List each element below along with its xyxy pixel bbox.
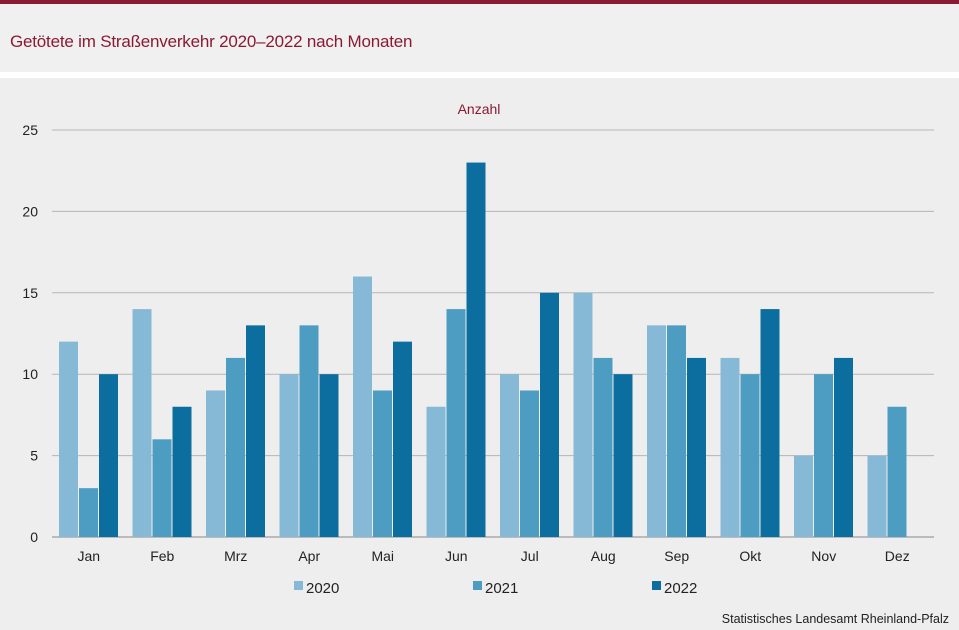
bar-2022-jan [99,374,118,537]
x-tick-label: Mrz [224,548,247,564]
x-tick-label: Dez [885,548,910,564]
bar-2022-okt [760,309,780,537]
bar-2020-dez [867,455,887,537]
y-tick-label: 20 [22,203,38,219]
x-tick-label: Jan [77,548,100,564]
bar-2021-jul [520,390,539,537]
bar-2021-jun [446,309,466,537]
bar-2021-jan [79,488,98,537]
x-tick-label: Mai [371,548,394,564]
bar-2021-aug [593,357,613,537]
x-tick-label: Apr [298,548,320,564]
bar-2022-aug [613,374,633,537]
x-tick-label: Okt [739,548,761,564]
x-tick-label: Jun [445,548,468,564]
bar-2021-sep [667,325,686,537]
bar-2020-sep [647,325,666,537]
bar-2020-jan [59,341,78,537]
top-accent-bar [0,0,959,4]
bar-2021-nov [814,374,833,537]
bar-2021-mrz [226,357,245,537]
bar-2021-mai [373,390,392,537]
y-tick-label: 0 [30,529,38,545]
legend-swatch-2021 [473,581,482,590]
chart-header: Getötete im Straßenverkehr 2020–2022 nac… [0,4,959,72]
legend-label-2021: 2021 [485,580,518,597]
bar-2022-jun [466,162,486,537]
bar-2020-nov [794,455,813,537]
y-tick-label: 10 [22,366,38,382]
x-tick-label: Jul [521,548,539,564]
bar-2022-nov [834,357,853,537]
source-note: Statistisches Landesamt Rheinland-Pfalz [721,612,949,626]
bar-2020-jun [426,406,446,537]
x-tick-label: Feb [150,548,174,564]
bar-2020-mai [353,276,372,537]
bar-2022-mrz [246,325,265,537]
x-tick-label: Aug [591,548,616,564]
legend-label-2022: 2022 [664,580,697,597]
y-tick-label: 25 [22,122,38,138]
y-axis-label: Anzahl [458,101,501,117]
legend-swatch-2022 [652,581,661,590]
y-tick-label: 15 [22,285,38,301]
chart-title: Getötete im Straßenverkehr 2020–2022 nac… [10,32,413,51]
legend-label-2020: 2020 [306,580,339,597]
bar-2022-jul [540,292,559,537]
header-separator [0,72,959,78]
bar-2022-feb [172,406,192,537]
bar-2021-feb [152,439,172,537]
y-tick-label: 5 [30,448,38,464]
bar-2021-dez [887,406,907,537]
bar-2020-jul [500,374,519,537]
x-tick-label: Sep [664,548,689,564]
bar-2020-feb [132,309,152,537]
bar-2021-okt [740,374,760,537]
bar-2020-mrz [206,390,225,537]
legend-swatch-2020 [294,581,303,590]
bar-2020-apr [279,374,299,537]
bar-2020-aug [573,292,593,537]
bar-2022-apr [319,374,339,537]
bar-2021-apr [299,325,319,537]
bar-2022-mai [393,341,412,537]
bar-2020-okt [720,357,740,537]
x-tick-label: Nov [811,548,836,564]
bar-2022-sep [687,357,706,537]
